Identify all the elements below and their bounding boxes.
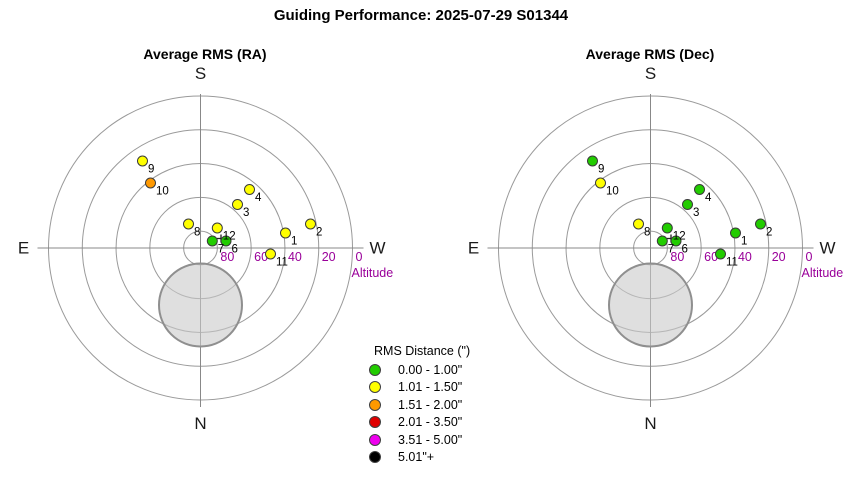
compass-label-west: W — [369, 239, 385, 258]
data-point-ra-1 — [280, 227, 291, 239]
legend-row-yellow: 1.01 - 1.50" — [366, 379, 470, 397]
page-title: Guiding Performance: 2025-07-29 S01344 — [273, 7, 569, 24]
data-point-label-ra-10: 10 — [156, 186, 169, 198]
legend-row-orange: 1.51 - 2.00" — [366, 396, 470, 414]
data-point-dec-3 — [682, 199, 693, 210]
legend-label: 1.01 - 1.50" — [398, 380, 463, 395]
data-point-dec-2 — [755, 218, 766, 230]
data-point-label-dec-8: 8 — [644, 227, 650, 239]
data-point-label-ra-9: 9 — [148, 164, 154, 176]
data-point-ra-10 — [145, 177, 156, 189]
compass-label-east: E — [18, 239, 29, 258]
data-point-dec-9 — [587, 155, 598, 167]
altitude-tick-20: 20 — [772, 250, 786, 264]
obstruction-circle — [158, 262, 243, 348]
data-point-label-ra-2: 2 — [316, 227, 322, 239]
altitude-axis-label: Altitude — [802, 266, 844, 280]
legend-row-green: 0.00 - 1.00" — [366, 361, 470, 379]
data-point-label-ra-3: 3 — [243, 207, 249, 219]
data-point-label-ra-6: 6 — [232, 244, 238, 256]
obstruction-circle — [608, 262, 693, 348]
plot-title-dec: Average RMS (Dec) — [585, 46, 715, 62]
legend-swatch-black — [369, 451, 381, 464]
altitude-tick-40: 40 — [288, 250, 302, 264]
data-point-ra-6 — [220, 235, 232, 247]
legend-label: 5.01"+ — [398, 450, 435, 465]
data-point-ra-7 — [206, 235, 218, 247]
data-point-dec-10 — [595, 177, 606, 189]
plot-title-ra: Average RMS (RA) — [143, 46, 267, 62]
legend-swatch-yellow — [369, 381, 381, 394]
data-point-dec-1 — [730, 227, 741, 239]
data-point-label-dec-7: 7 — [668, 244, 674, 256]
data-point-label-ra-11: 11 — [276, 257, 288, 269]
legend-swatch-magenta — [369, 433, 381, 446]
compass-label-east: E — [468, 239, 479, 258]
altitude-tick-0: 0 — [356, 250, 363, 264]
data-point-ra-4 — [244, 184, 255, 195]
legend-row-magenta: 3.51 - 5.00" — [366, 431, 470, 449]
legend-label: 1.51 - 2.00" — [398, 397, 463, 412]
legend-label: 2.01 - 3.50" — [398, 415, 463, 430]
data-point-ra-8 — [183, 218, 194, 230]
altitude-tick-40: 40 — [738, 250, 752, 264]
data-point-label-dec-2: 2 — [766, 227, 772, 239]
legend-swatch-red — [369, 416, 381, 429]
data-point-label-dec-3: 3 — [693, 207, 699, 219]
data-point-dec-6 — [670, 235, 682, 247]
data-point-label-dec-10: 10 — [606, 186, 619, 198]
data-point-label-ra-7: 7 — [218, 244, 224, 256]
data-point-label-dec-6: 6 — [682, 244, 688, 256]
altitude-tick-80: 80 — [220, 250, 234, 264]
data-point-ra-9 — [137, 155, 148, 167]
data-point-label-dec-12: 12 — [673, 231, 686, 243]
altitude-tick-0: 0 — [806, 250, 813, 264]
legend-title: RMS Distance (") — [374, 344, 471, 358]
data-point-dec-11 — [715, 248, 726, 260]
compass-label-west: W — [819, 239, 835, 258]
legend-swatch-orange — [369, 398, 381, 411]
legend-label: 3.51 - 5.00" — [398, 432, 463, 447]
compass-label-south: S — [645, 64, 656, 83]
data-point-label-dec-11: 11 — [726, 257, 738, 269]
data-point-label-dec-1: 1 — [741, 236, 747, 248]
compass-label-north: N — [644, 414, 656, 433]
compass-label-south: S — [195, 64, 206, 83]
data-point-dec-4 — [694, 184, 705, 195]
altitude-tick-20: 20 — [322, 250, 336, 264]
legend-items: 0.00 - 1.00" 1.01 - 1.50" 1.51 - 2.00" 2.01… — [366, 361, 470, 466]
data-point-label-ra-1: 1 — [291, 236, 297, 248]
data-point-dec-12 — [661, 222, 673, 234]
altitude-tick-80: 80 — [670, 250, 684, 264]
legend-row-black: 5.01"+ — [366, 449, 470, 467]
legend-row-red: 2.01 - 3.50" — [366, 414, 470, 432]
altitude-axis-label: Altitude — [352, 266, 394, 280]
data-point-dec-7 — [656, 235, 668, 247]
data-point-ra-12 — [211, 222, 223, 234]
compass-label-north: N — [194, 414, 206, 433]
data-point-label-ra-12: 12 — [223, 231, 236, 243]
data-point-ra-2 — [305, 218, 316, 230]
data-point-label-ra-4: 4 — [255, 192, 262, 204]
data-point-dec-8 — [633, 218, 644, 230]
altitude-tick-60: 60 — [704, 250, 718, 264]
data-point-ra-3 — [232, 199, 243, 210]
data-point-label-ra-8: 8 — [194, 227, 200, 239]
rms-legend: RMS Distance (") 0.00 - 1.00" 1.01 - 1.50… — [366, 344, 470, 466]
legend-label: 0.00 - 1.00" — [398, 362, 463, 377]
altitude-tick-60: 60 — [254, 250, 268, 264]
data-point-label-dec-4: 4 — [705, 192, 712, 204]
data-point-label-dec-9: 9 — [598, 164, 604, 176]
legend-swatch-green — [369, 363, 381, 376]
data-point-ra-11 — [265, 248, 276, 260]
